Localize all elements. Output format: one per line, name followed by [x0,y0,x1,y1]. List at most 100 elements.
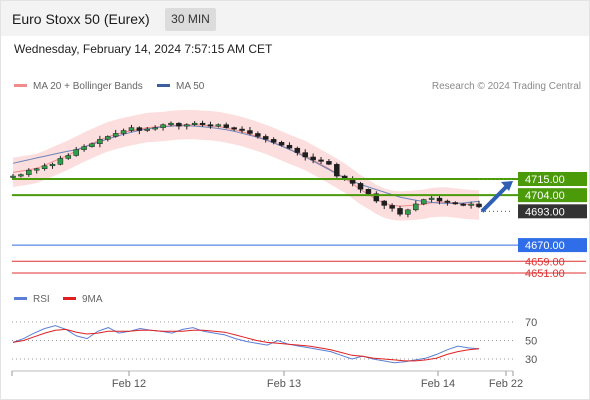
ma50-label: MA 50 [176,81,205,92]
rsi-9ma-line [12,328,480,362]
candle-body [73,149,79,156]
candle-body [128,127,135,131]
level-label-bg [518,238,587,253]
candle-body [152,127,158,130]
interval-button[interactable]: 30 MIN [165,8,216,31]
bollinger-swatch [14,83,27,87]
candle-body [49,164,56,167]
forecast-arrow-shaft [480,183,510,213]
forecast-arrow-head [501,181,513,191]
x-tick-label: Feb 22 [489,378,523,390]
candle-body [105,136,111,140]
candle-body [302,152,308,158]
candle-body [413,203,419,211]
level-label: 4715.00 [525,174,565,186]
instrument-title: Euro Stoxx 50 (Eurex) [12,11,150,27]
candle-body [373,193,380,202]
rsi-label: RSI [33,294,50,305]
candle-body [318,159,324,162]
candle-body [57,158,64,165]
candle-body [389,205,395,209]
level-label: 4670.00 [525,240,565,252]
candle-body [326,161,332,165]
candle-body [405,209,411,215]
timestamp: Wednesday, February 14, 2024 7:57:15 AM … [14,42,273,56]
candle-body [184,124,190,127]
candle-body [247,130,253,134]
candle-body [81,146,87,150]
candle-body [168,122,174,125]
candle-body [191,122,198,125]
candle-body [262,136,269,140]
level-label: 4693.00 [525,206,565,218]
candle-body [26,169,32,175]
candle-body [460,203,466,206]
level-label-bg [518,172,587,186]
candle-body [452,202,459,205]
candle-body [231,127,237,130]
x-tick-label: Feb 13 [267,378,301,390]
candle-body [10,175,16,178]
candle-body [270,139,277,143]
candle-body [41,165,48,169]
candle-body [397,208,403,215]
candle-body [144,128,151,131]
level-label: 4651.00 [525,268,565,280]
candle-body [239,128,245,131]
candle-body [207,124,214,127]
candle-body [334,164,340,177]
candle-body [310,156,316,161]
candle-body [381,200,387,206]
candle-body [278,142,285,146]
ma9-label: 9MA [82,294,103,305]
x-tick-label: Feb 12 [112,378,146,390]
candle-body [357,183,364,190]
rsi-tick-label: 50 [525,336,537,348]
level-label: 4704.00 [525,190,565,202]
research-credit: Research © 2024 Trading Central [431,81,581,92]
candle-body [428,197,435,200]
candle-body [294,147,301,153]
legend-rsi: RSI [14,294,50,305]
candle-body [65,155,72,159]
candle-body [112,133,119,137]
level-label: 4659.00 [525,256,565,268]
candle-body [365,189,372,194]
ma9-swatch [63,296,76,300]
legend-bollinger: MA 20 + Bollinger Bands [14,81,143,92]
level-label-bg [518,204,587,219]
candle-body [286,144,293,149]
candle-body [33,168,40,171]
rsi-line [12,325,480,364]
candle-body [223,124,230,128]
candle-body [444,200,451,203]
candle-body [176,122,182,127]
candle-body [160,124,166,128]
candle-body [18,174,24,177]
rsi-swatch [14,296,27,300]
candle-body [255,133,261,137]
candle-body [136,127,143,131]
candle-body [420,199,427,205]
candle-body [436,197,443,202]
bollinger-label: MA 20 + Bollinger Bands [33,81,143,92]
candle-body [89,143,95,147]
candle-body [97,139,103,144]
rsi-tick-label: 30 [525,354,537,366]
level-label-bg [518,188,587,203]
candle-body [476,203,482,208]
legend-9ma: 9MA [63,294,103,305]
legend-ma50: MA 50 [157,81,204,92]
rsi-tick-label: 70 [525,317,537,329]
ma50-swatch [157,83,170,87]
bollinger-band [13,110,479,221]
x-tick-label: Feb 14 [421,378,455,390]
candle-body [120,130,127,134]
candle-body [215,124,222,127]
candles [10,120,482,218]
candle-body [468,203,474,206]
chart-header: Euro Stoxx 50 (Eurex) 30 MIN [1,1,589,36]
candle-body [199,122,206,125]
